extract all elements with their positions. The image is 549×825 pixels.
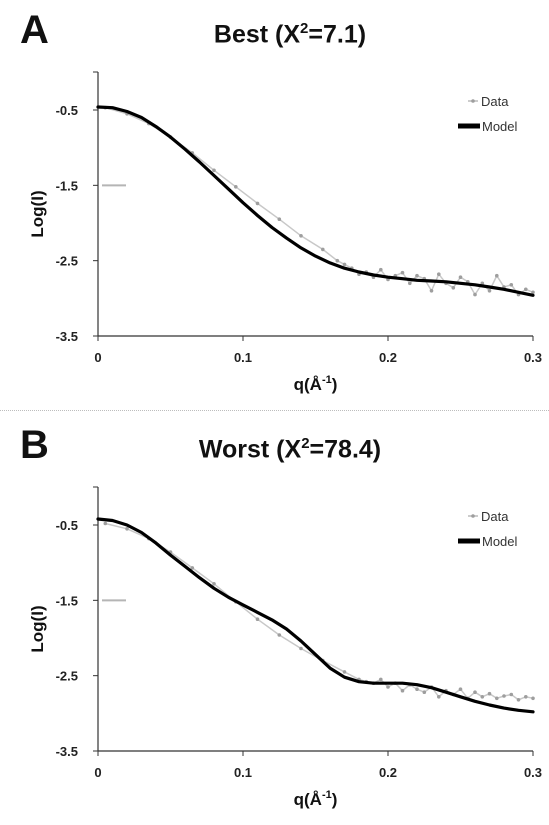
data-point: [509, 692, 514, 697]
chart-title: Worst (X2=78.4): [198, 435, 382, 464]
x-tick-label: 0: [94, 765, 101, 780]
data-point: [437, 695, 441, 699]
data-point: [458, 687, 463, 691]
legend-data-marker: [471, 514, 475, 518]
data-point: [429, 289, 434, 293]
y-tick-label: -3.5: [56, 744, 78, 759]
data-point: [524, 695, 528, 699]
data-point: [451, 286, 456, 290]
data-point: [495, 273, 499, 278]
x-tick-label: 0.3: [524, 350, 542, 365]
x-tick-label: 0.1: [234, 765, 252, 780]
data-point: [487, 691, 492, 696]
chart-title: Best (X2=7.1): [213, 20, 367, 49]
data-point: [415, 687, 419, 691]
data-point: [125, 527, 129, 531]
data-point: [335, 258, 340, 263]
data-point: [531, 696, 535, 701]
data-point: [487, 289, 492, 293]
data-point: [212, 168, 216, 173]
data-point: [342, 262, 347, 267]
y-tick-label: -3.5: [56, 329, 78, 344]
data-point: [415, 273, 419, 278]
data-point: [299, 646, 303, 651]
data-trace: [105, 522, 534, 701]
data-point: [437, 272, 441, 277]
data-point: [212, 582, 216, 586]
data-point: [277, 633, 282, 637]
model-line: [96, 517, 535, 714]
chart-b: -0.5 -1.5 -2.5 -3.5 0 0.1 0.2 0.3 Log(I) q(Å-1) Da…: [28, 486, 542, 809]
y-tick-label: -2.5: [56, 254, 78, 269]
data-point: [400, 270, 405, 275]
y-tick-label: -1.5: [56, 593, 78, 608]
chart-a: -0.5 -1.5 -2.5 -3.5 0 0.1 0.2 0.3 Log(I) q(Å-1) Da…: [28, 71, 542, 394]
x-tick-label: 0.1: [234, 350, 252, 365]
legend-label-model: Model: [482, 534, 518, 549]
data-point: [234, 185, 238, 189]
x-axis-title: q(Å-1): [294, 374, 338, 394]
data-point: [480, 695, 485, 699]
data-point: [190, 566, 195, 570]
panel-letter: A: [20, 8, 49, 52]
data-point: [495, 696, 499, 701]
panel-a: A Best (X2=7.1) -0.5 -1.5 -2.5 -3.5 0 0.1 0.2 0…: [0, 0, 549, 410]
x-tick-label: 0.2: [379, 350, 397, 365]
data-point: [524, 287, 528, 292]
data-point: [103, 521, 108, 526]
legend-label-data: Data: [481, 509, 509, 524]
panel-b: B Worst (X2=78.4) -0.5 -1.5 -2.5 -3.5 0 0.1 0.…: [0, 415, 549, 825]
data-point: [473, 292, 477, 297]
legend-label-model: Model: [482, 119, 518, 134]
model-line: [96, 105, 535, 297]
data-point: [400, 688, 405, 693]
data-point: [458, 275, 463, 280]
x-tick-label: 0: [94, 350, 101, 365]
legend-data-marker: [471, 99, 475, 103]
y-tick-label: -0.5: [56, 518, 78, 533]
x-axis-title: q(Å-1): [294, 789, 338, 809]
data-point: [531, 290, 535, 295]
data-point: [516, 698, 521, 702]
legend-label-data: Data: [481, 94, 509, 109]
data-point: [379, 677, 383, 682]
data-point: [255, 201, 260, 206]
data-point: [473, 690, 477, 694]
data-point: [299, 234, 303, 238]
y-tick-label: -2.5: [56, 669, 78, 684]
x-tick-label: 0.3: [524, 765, 542, 780]
panel-separator: [0, 410, 549, 411]
data-point: [422, 690, 427, 694]
data-point: [277, 217, 282, 221]
y-tick-label: -0.5: [56, 103, 78, 118]
data-point: [321, 247, 325, 252]
data-point: [255, 617, 260, 621]
x-tick-label: 0.2: [379, 765, 397, 780]
data-point: [502, 694, 506, 698]
data-point: [342, 670, 347, 674]
data-point: [408, 281, 412, 286]
y-axis-title: Log(I): [28, 190, 47, 237]
y-axis-title: Log(I): [28, 605, 47, 652]
y-tick-label: -1.5: [56, 178, 78, 193]
data-point: [386, 685, 390, 689]
panel-letter: B: [20, 423, 49, 467]
data-point: [379, 267, 383, 272]
data-point: [509, 283, 514, 287]
